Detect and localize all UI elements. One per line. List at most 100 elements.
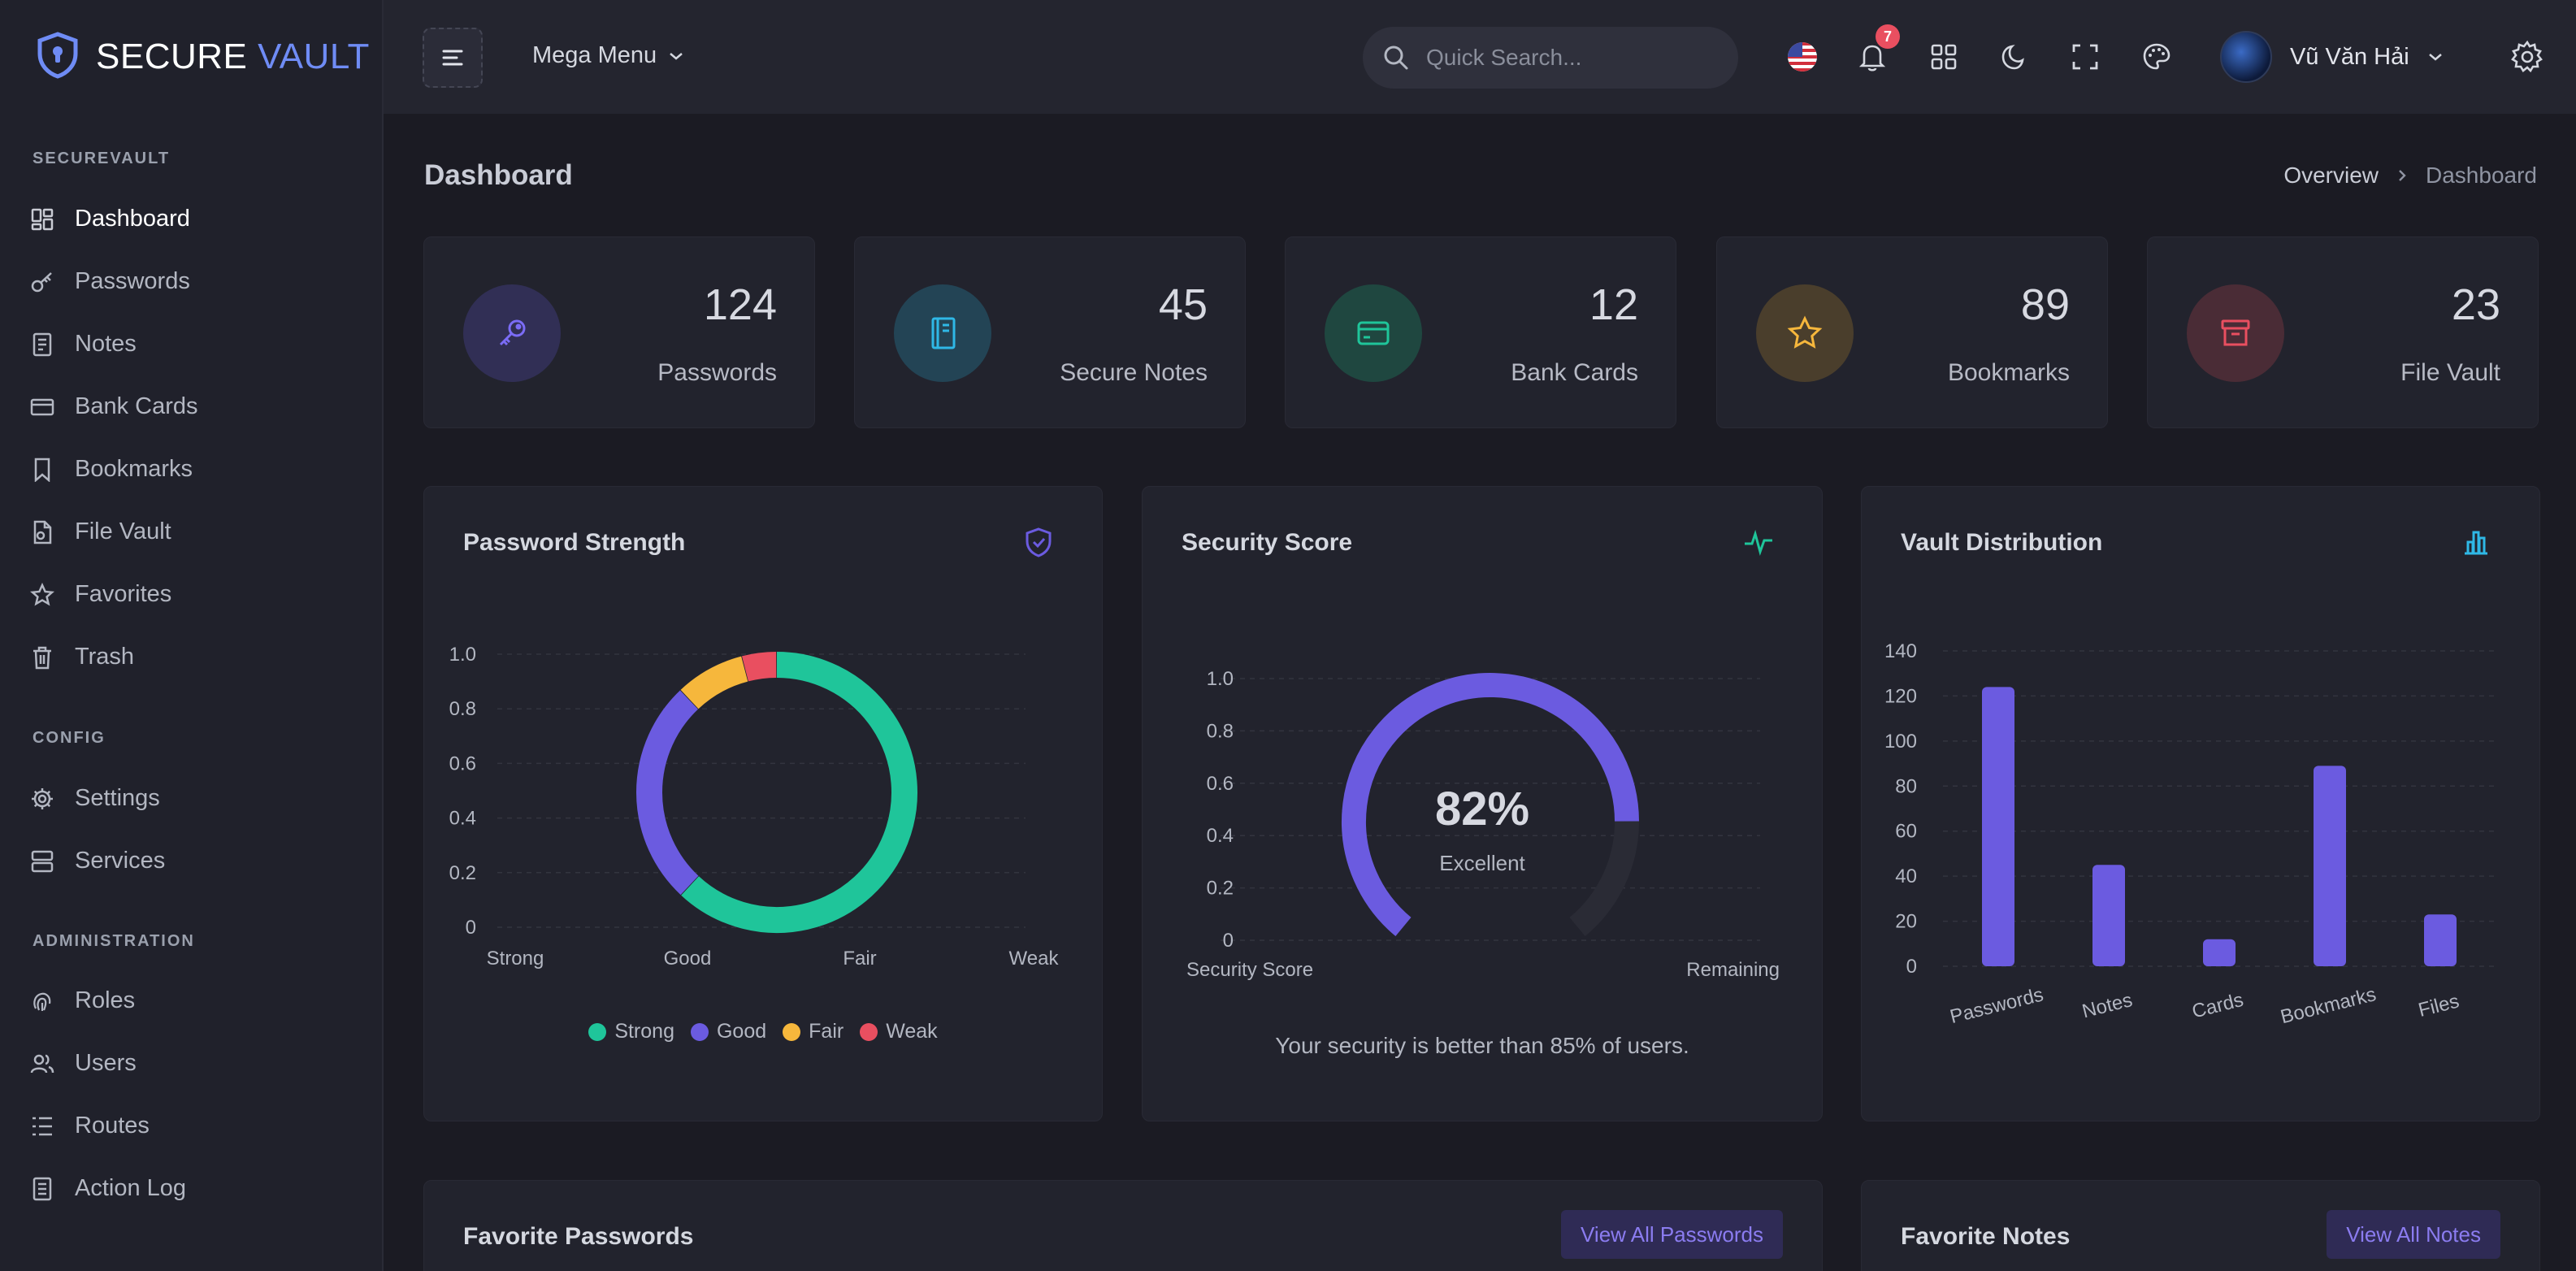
trash-icon bbox=[29, 644, 55, 670]
sidebar-item-roles[interactable]: Roles bbox=[0, 970, 382, 1032]
y-tick-label: 0.6 bbox=[449, 753, 476, 774]
gauge-remaining-arc bbox=[1569, 821, 1639, 936]
security-score-chart: 1.0 0.8 0.6 0.4 0.2 0 Security Score Remaining 8… bbox=[1186, 668, 1780, 981]
sidebar-item-label: Dashboard bbox=[75, 206, 190, 232]
card-title: Favorite Passwords bbox=[463, 1223, 694, 1250]
chevron-down-icon bbox=[2428, 54, 2442, 61]
view-all-notes-button[interactable]: View All Notes bbox=[2327, 1210, 2500, 1259]
nav-section-securevault: SECUREVAULT bbox=[33, 150, 171, 167]
sidebar-item-services[interactable]: Services bbox=[0, 830, 382, 892]
y-tick-label: 40 bbox=[1895, 865, 1917, 887]
sidebar-item-settings[interactable]: Settings bbox=[0, 767, 382, 830]
settings-button[interactable] bbox=[2509, 39, 2545, 75]
breadcrumb-overview[interactable]: Overview bbox=[2283, 163, 2379, 188]
fullscreen-button[interactable] bbox=[2067, 39, 2103, 75]
stat-card-bank-cards[interactable]: 12 Bank Cards bbox=[1285, 236, 1676, 428]
nav-section-config: CONFIG bbox=[33, 729, 106, 747]
y-tick-label: 20 bbox=[1895, 911, 1917, 933]
card-title: Favorite Notes bbox=[1901, 1223, 2071, 1250]
sidebar-item-file-vault[interactable]: File Vault bbox=[0, 501, 382, 563]
stat-card-bookmarks[interactable]: 89 Bookmarks bbox=[1716, 236, 2108, 428]
sidebar-item-label: Bookmarks bbox=[75, 456, 193, 482]
notes-icon bbox=[29, 332, 55, 358]
sidebar-item-label: Services bbox=[75, 848, 166, 874]
sidebar-item-trash[interactable]: Trash bbox=[0, 626, 382, 688]
sidebar-item-action-log[interactable]: Action Log bbox=[0, 1157, 382, 1220]
sidebar-item-label: Favorites bbox=[75, 581, 172, 607]
moon-icon bbox=[2001, 45, 2024, 70]
gear-icon bbox=[29, 786, 55, 812]
sidebar-item-label: Routes bbox=[75, 1113, 150, 1139]
notification-badge: 7 bbox=[1876, 24, 1900, 49]
card-title: Password Strength bbox=[463, 529, 686, 556]
view-all-passwords-button[interactable]: View All Passwords bbox=[1561, 1210, 1783, 1259]
stat-card-secure-notes[interactable]: 45 Secure Notes bbox=[854, 236, 1246, 428]
x-tick-label: Notes bbox=[2079, 989, 2134, 1022]
bar-files bbox=[2424, 914, 2457, 966]
donut-slice-fair bbox=[680, 656, 748, 709]
x-tick-label: Security Score bbox=[1186, 959, 1313, 981]
star-icon bbox=[1756, 284, 1854, 382]
nav-section-administration: ADMINISTRATION bbox=[33, 932, 195, 950]
user-name: Vũ Văn Hải bbox=[2290, 43, 2409, 70]
bar-notes bbox=[2092, 865, 2125, 966]
chevron-right-icon bbox=[2399, 170, 2406, 181]
sidebar-item-users[interactable]: Users bbox=[0, 1032, 382, 1095]
palette-icon bbox=[2143, 43, 2171, 70]
mega-menu-label: Mega Menu bbox=[532, 42, 657, 68]
sidebar-item-dashboard[interactable]: Dashboard bbox=[0, 188, 382, 250]
dashboard-icon bbox=[29, 206, 55, 232]
stat-card-file-vault[interactable]: 23 File Vault bbox=[2147, 236, 2539, 428]
card-title: Security Score bbox=[1182, 529, 1353, 556]
legend-item-fair[interactable]: Fair bbox=[783, 1020, 843, 1043]
y-tick-label: 1.0 bbox=[449, 644, 476, 666]
us-flag-icon bbox=[1788, 42, 1817, 72]
language-flag-button[interactable] bbox=[1785, 39, 1820, 75]
sidebar-item-routes[interactable]: Routes bbox=[0, 1095, 382, 1157]
chevron-down-icon bbox=[670, 52, 683, 60]
sidebar-item-favorites[interactable]: Favorites bbox=[0, 563, 382, 626]
password-strength-chart: 1.0 0.8 0.6 0.4 0.2 0 Strong Good Fair Weak bbox=[449, 644, 1060, 970]
bar-bookmarks bbox=[2314, 766, 2346, 966]
quick-search[interactable] bbox=[1363, 27, 1738, 89]
menu-toggle-button[interactable] bbox=[423, 28, 483, 88]
bell-icon bbox=[1858, 45, 1886, 72]
x-tick-label: Cards bbox=[2190, 989, 2246, 1023]
log-icon bbox=[29, 1176, 55, 1202]
stat-value: 23 bbox=[2451, 280, 2500, 329]
notifications-button[interactable]: 7 bbox=[1854, 24, 1900, 75]
file-icon bbox=[29, 519, 55, 545]
y-tick-label: 0.8 bbox=[449, 698, 476, 720]
password-strength-card: Password Strength 1.0 0.8 0.6 0.4 0.2 0 Strong… bbox=[423, 486, 1103, 1121]
y-tick-label: 100 bbox=[1884, 731, 1917, 753]
card-title: Vault Distribution bbox=[1901, 529, 2103, 556]
stat-label: File Vault bbox=[2400, 359, 2500, 386]
legend-item-weak[interactable]: Weak bbox=[860, 1020, 938, 1043]
sidebar-item-notes[interactable]: Notes bbox=[0, 313, 382, 375]
mega-menu-dropdown[interactable]: Mega Menu bbox=[532, 42, 684, 69]
sidebar-item-bookmarks[interactable]: Bookmarks bbox=[0, 438, 382, 501]
apps-grid-icon bbox=[1931, 44, 1957, 70]
theme-palette-button[interactable] bbox=[2139, 39, 2175, 75]
y-tick-label: 80 bbox=[1895, 775, 1917, 797]
apps-button[interactable] bbox=[1926, 39, 1962, 75]
stat-card-passwords[interactable]: 124 Passwords bbox=[423, 236, 815, 428]
y-tick-label: 1.0 bbox=[1207, 668, 1234, 690]
search-input[interactable] bbox=[1426, 45, 1702, 71]
sidebar-item-label: Roles bbox=[75, 987, 136, 1013]
bookmark-icon bbox=[29, 457, 55, 483]
users-icon bbox=[29, 1051, 55, 1077]
sidebar-item-bank-cards[interactable]: Bank Cards bbox=[0, 375, 382, 438]
dark-mode-toggle[interactable] bbox=[1997, 39, 2032, 75]
vault-distribution-card: Vault Distribution 140 120 100 80 60 40 20 0 Pas… bbox=[1861, 486, 2540, 1121]
user-menu[interactable]: Vũ Văn Hải bbox=[2220, 31, 2444, 83]
legend-item-strong[interactable]: Strong bbox=[588, 1020, 674, 1043]
legend-item-good[interactable]: Good bbox=[690, 1020, 766, 1043]
bar-cards bbox=[2203, 939, 2236, 966]
x-tick-label: Good bbox=[664, 948, 712, 970]
favorite-notes-card: Favorite Notes View All Notes bbox=[1861, 1180, 2540, 1271]
sidebar-item-label: Bank Cards bbox=[75, 393, 198, 419]
sidebar-item-passwords[interactable]: Passwords bbox=[0, 250, 382, 313]
donut-slice-strong bbox=[681, 652, 917, 933]
brand[interactable]: SECURE VAULT bbox=[0, 0, 382, 114]
